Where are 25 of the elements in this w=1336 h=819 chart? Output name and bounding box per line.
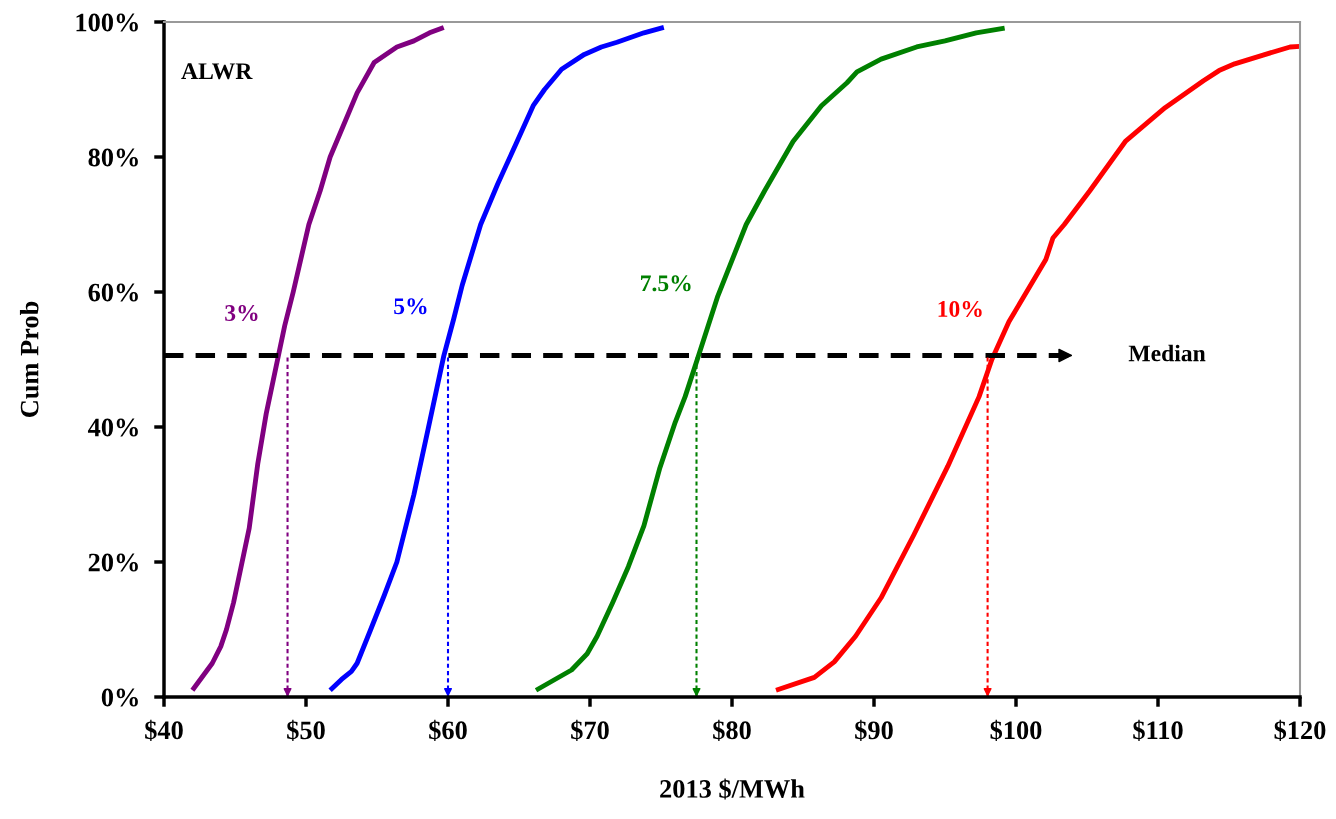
x-tick-label: $120 xyxy=(1274,719,1326,741)
y-tick-label: 100% xyxy=(76,13,138,32)
x-axis-title: 2013 $/MWh xyxy=(660,778,805,800)
y-tick-label: 40% xyxy=(87,418,138,437)
y-tick-label: 0% xyxy=(101,688,138,707)
x-tick-label: $60 xyxy=(429,719,467,741)
x-tick-label: $100 xyxy=(990,719,1042,741)
series-label: 7.5% xyxy=(641,275,691,292)
line-series xyxy=(773,43,1300,693)
ref-line-label: Median xyxy=(1128,344,1206,362)
series-label: 3% xyxy=(225,305,258,322)
x-tick-label: $70 xyxy=(571,719,609,741)
x-tick-label: $90 xyxy=(855,719,893,741)
x-tick-label: $50 xyxy=(287,719,325,741)
series-label: 10% xyxy=(938,300,982,317)
y-axis-title: Cum Prob xyxy=(19,301,39,417)
x-tick-label: $80 xyxy=(713,719,751,741)
line-series xyxy=(533,25,1008,693)
y-tick-label: 80% xyxy=(88,148,138,167)
y-tick-label: 60% xyxy=(88,283,138,302)
x-tick-label: $40 xyxy=(145,719,183,741)
x-tick-label: $110 xyxy=(1133,719,1183,741)
annotation: ALWR xyxy=(181,63,253,80)
y-tick-label: 20% xyxy=(88,553,138,572)
series-label: 5% xyxy=(394,298,427,315)
